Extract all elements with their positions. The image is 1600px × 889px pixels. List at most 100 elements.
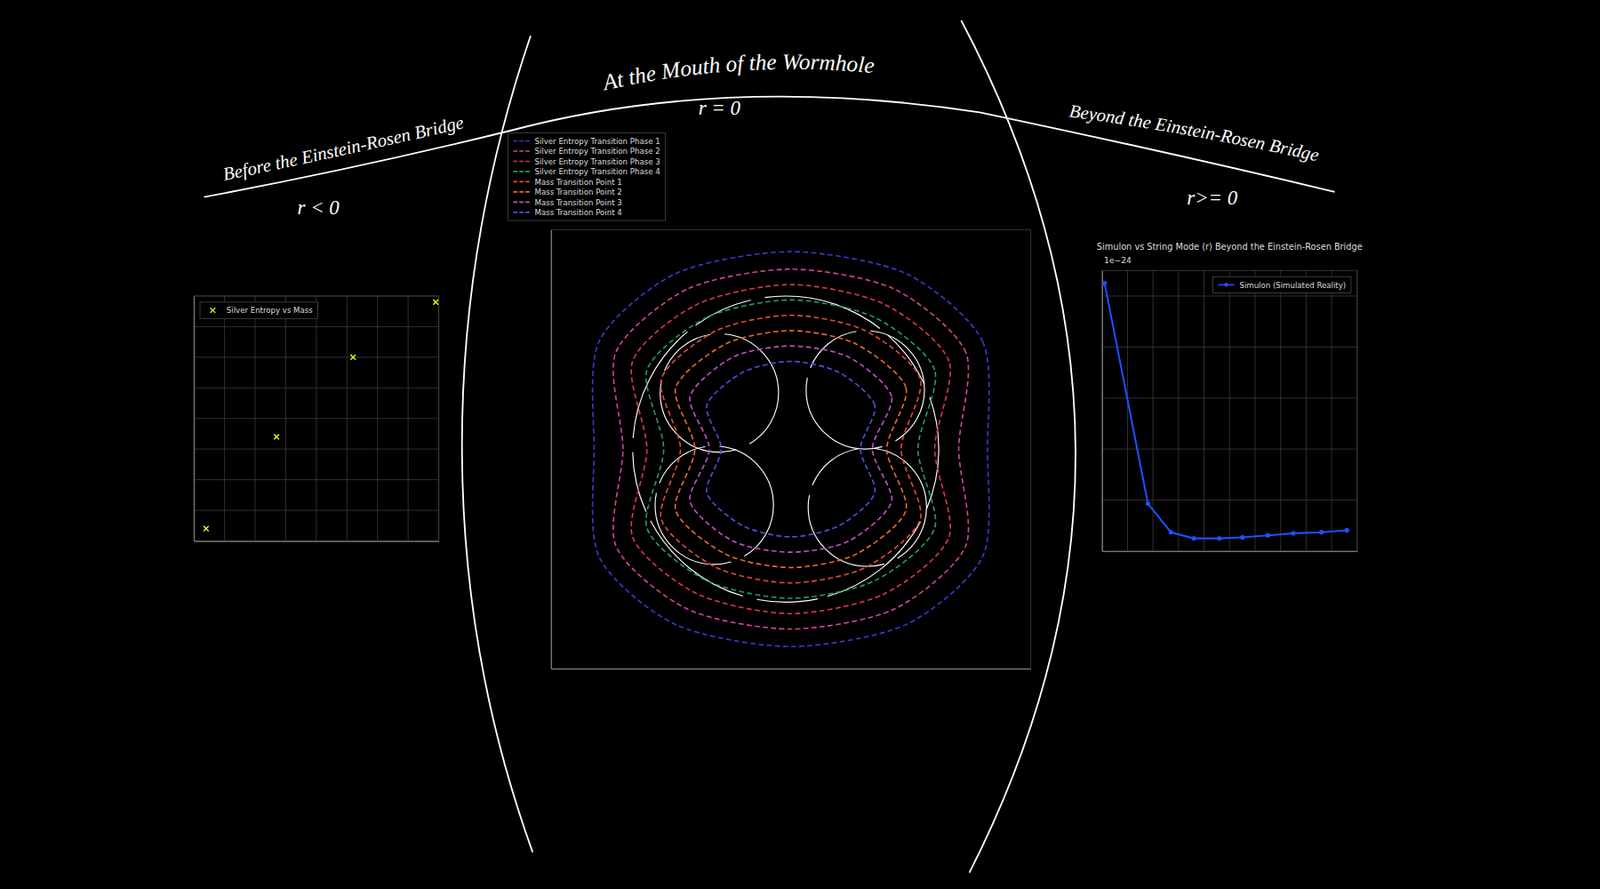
series-line bbox=[689, 345, 892, 552]
point bbox=[1344, 528, 1350, 533]
series-line bbox=[631, 284, 951, 614]
legend-box bbox=[508, 132, 666, 221]
center-rings bbox=[632, 296, 939, 602]
point bbox=[203, 526, 209, 532]
point bbox=[432, 299, 439, 305]
legend-box bbox=[200, 302, 319, 319]
grid-line bbox=[1102, 550, 1358, 552]
grid-line bbox=[193, 479, 440, 480]
legend-entry: Silver Entropy Transition Phase 4 bbox=[512, 167, 660, 176]
axis bbox=[551, 668, 1032, 670]
legend-symbol bbox=[209, 307, 216, 313]
series-line bbox=[706, 360, 876, 536]
grid-line bbox=[193, 295, 440, 296]
axis-line bbox=[194, 540, 440, 542]
grid-line bbox=[1356, 270, 1358, 552]
ring bbox=[632, 296, 939, 602]
legend-label: Simulon (Simulated Reality) bbox=[1239, 280, 1346, 290]
series-line bbox=[675, 330, 907, 568]
legend-entry: Silver Entropy vs Mass bbox=[209, 305, 313, 315]
legend-label: Silver Entropy Transition Phase 2 bbox=[535, 146, 661, 156]
legend-symbol bbox=[1224, 282, 1229, 288]
chart: Simulon vs String Mode (r) Beyond the Ei… bbox=[1096, 241, 1363, 552]
grid-line bbox=[1102, 397, 1358, 399]
chart: Silver Entropy vs Mass bbox=[193, 296, 440, 542]
legend-entry: Mass Transition Point 1 bbox=[512, 177, 622, 187]
grid-line bbox=[1229, 270, 1231, 552]
panel-label: r = 0 bbox=[698, 96, 742, 120]
legend-symbol bbox=[512, 140, 529, 143]
point bbox=[1240, 535, 1245, 540]
grid bbox=[193, 296, 440, 542]
plot-frame bbox=[193, 296, 440, 542]
point bbox=[1145, 501, 1151, 506]
legend-label: Mass Transition Point 4 bbox=[535, 208, 623, 217]
point bbox=[1290, 530, 1296, 536]
grid bbox=[1102, 270, 1358, 552]
point bbox=[273, 434, 280, 440]
legend-label: Mass Transition Point 2 bbox=[535, 187, 623, 197]
point bbox=[1319, 529, 1324, 535]
chart-title: Simulon vs String Mode (r) Beyond the Ei… bbox=[1096, 241, 1363, 252]
panel-title: Beyond the Einstein-Rosen Bridge bbox=[1068, 100, 1321, 165]
point bbox=[350, 354, 356, 360]
right-boundary bbox=[960, 20, 1076, 873]
series-line bbox=[592, 251, 990, 647]
panel-title: At the Mouth of the Wormhole bbox=[599, 48, 876, 96]
legend-symbol bbox=[512, 150, 529, 152]
axis bbox=[193, 296, 195, 543]
legend-label: Silver Entropy Transition Phase 1 bbox=[535, 136, 661, 146]
axis-line bbox=[193, 296, 195, 543]
chart: Silver Entropy Transition Phase 1Silver … bbox=[508, 132, 1032, 669]
axis bbox=[1102, 551, 1358, 552]
series-line bbox=[660, 315, 921, 584]
panel-title: Before the Einstein-Rosen Bridge bbox=[221, 112, 466, 184]
plot-frame bbox=[1102, 270, 1358, 552]
legend-symbol bbox=[512, 201, 529, 204]
series-line bbox=[1104, 283, 1348, 539]
axis-line bbox=[1102, 271, 1104, 552]
point bbox=[1102, 280, 1107, 286]
axis-line bbox=[551, 230, 552, 670]
panel-label: r>= 0 bbox=[1186, 186, 1239, 209]
axis bbox=[551, 230, 552, 670]
grid-line bbox=[1101, 270, 1103, 552]
legend-label: Silver Entropy Transition Phase 3 bbox=[535, 157, 661, 167]
legend-symbol bbox=[512, 211, 529, 214]
marks bbox=[203, 299, 439, 532]
legend-entry: Mass Transition Point 4 bbox=[512, 208, 622, 217]
legend-label: Silver Entropy vs Mass bbox=[226, 305, 313, 315]
legend-entry: Silver Entropy Transition Phase 1 bbox=[512, 136, 660, 146]
marks bbox=[592, 251, 990, 647]
legend: Silver Entropy vs Mass bbox=[200, 302, 319, 319]
header-swoosh bbox=[204, 96, 1336, 198]
grid-line bbox=[1177, 270, 1179, 552]
ring bbox=[808, 448, 927, 567]
grid-line bbox=[1102, 346, 1358, 348]
ring bbox=[655, 446, 774, 565]
grid-line bbox=[193, 296, 195, 542]
grid-line bbox=[193, 510, 440, 512]
grid-line bbox=[193, 540, 440, 542]
grid-line bbox=[193, 448, 440, 450]
series-line bbox=[646, 299, 936, 599]
legend-entry: Silver Entropy Transition Phase 3 bbox=[512, 157, 660, 167]
grid-line bbox=[1254, 270, 1256, 552]
grid-line bbox=[1305, 270, 1307, 552]
point bbox=[1168, 529, 1174, 535]
point bbox=[1191, 536, 1196, 541]
legend: Simulon (Simulated Reality) bbox=[1213, 276, 1352, 293]
grid-line bbox=[193, 387, 440, 389]
legend-symbol bbox=[512, 181, 529, 184]
legend-entry: Mass Transition Point 3 bbox=[512, 198, 622, 208]
point bbox=[1216, 536, 1222, 541]
annotation: 1e−24 bbox=[1104, 255, 1132, 265]
legend-label: Mass Transition Point 3 bbox=[535, 198, 623, 208]
legend-label: Mass Transition Point 1 bbox=[535, 177, 623, 187]
point bbox=[1265, 533, 1271, 538]
grid-line bbox=[1280, 270, 1281, 552]
grid-line bbox=[1102, 448, 1358, 450]
legend-symbol bbox=[512, 191, 529, 193]
grid-line bbox=[1203, 270, 1205, 552]
grid-line bbox=[1127, 270, 1128, 552]
